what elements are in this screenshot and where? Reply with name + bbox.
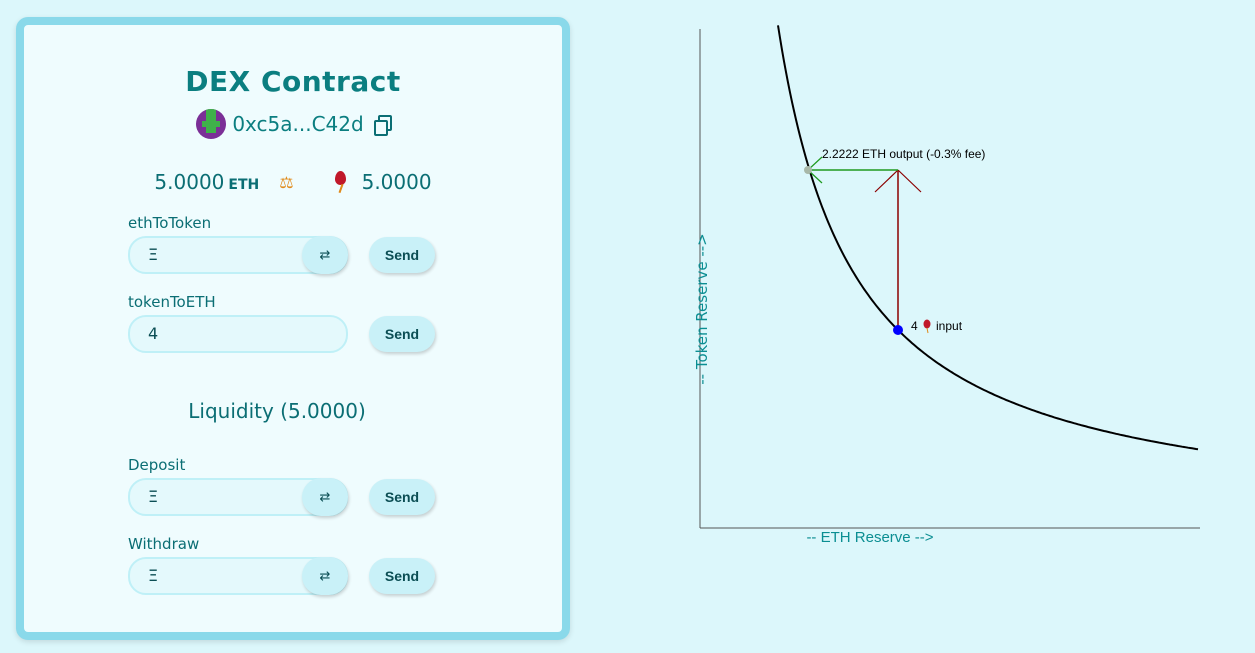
avatar: [196, 109, 227, 139]
eth-balance: 5.0000 ETH: [154, 170, 259, 194]
swap-icon: ⇄: [319, 247, 331, 263]
eth-to-token-value: Ξ: [148, 245, 159, 264]
page-title: DEX Contract: [185, 65, 401, 98]
scale-icon: ⚖: [279, 172, 294, 192]
x-axis-label: -- ETH Reserve -->: [806, 529, 933, 546]
deposit-send-button[interactable]: Send: [369, 479, 435, 515]
balloon-icon: [923, 319, 931, 334]
balloon-icon: [334, 171, 348, 194]
withdraw-swap-button[interactable]: ⇄: [302, 557, 348, 595]
withdraw-input[interactable]: Ξ ⇄: [128, 557, 348, 595]
liquidity-title: Liquidity (5.0000): [188, 399, 366, 423]
input-arrow-head-right: [897, 169, 922, 193]
deposit-swap-button[interactable]: ⇄: [302, 478, 348, 516]
bonding-curve: [777, 25, 1199, 451]
deposit-input[interactable]: Ξ ⇄: [128, 478, 348, 516]
input-amount-label: 4: [911, 319, 918, 333]
eth-to-token-send-button[interactable]: Send: [369, 237, 435, 273]
current-reserve-point: [893, 325, 903, 335]
token-balance-value: 5.0000: [361, 170, 432, 194]
eth-to-token-input[interactable]: Ξ ⇄: [128, 236, 348, 274]
swap-icon: ⇄: [319, 568, 331, 584]
deposit-value: Ξ: [148, 487, 159, 506]
eth-to-token-swap-button[interactable]: ⇄: [302, 236, 348, 274]
swap-icon: ⇄: [319, 489, 331, 505]
token-to-eth-value: 4: [148, 324, 159, 343]
withdraw-send-button[interactable]: Send: [369, 558, 435, 594]
balances-row: 5.0000 ETH ⚖ 5.0000: [24, 170, 562, 194]
output-point: [804, 166, 812, 174]
token-to-eth-input[interactable]: 4: [128, 315, 348, 353]
token-to-eth-label: tokenToETH: [128, 293, 216, 311]
input-suffix-label: input: [936, 319, 963, 333]
eth-unit: ETH: [228, 177, 260, 193]
token-to-eth-send-button[interactable]: Send: [369, 316, 435, 352]
eth-balance-value: 5.0000: [154, 170, 225, 194]
output-label: 2.2222 ETH output (-0.3% fee): [822, 147, 985, 161]
contract-address[interactable]: 0xc5a...C42d: [232, 112, 364, 136]
withdraw-label: Withdraw: [128, 535, 200, 553]
eth-to-token-label: ethToToken: [128, 214, 212, 232]
deposit-label: Deposit: [128, 456, 186, 474]
reserve-curve-chart: 2.2222 ETH output (-0.3% fee) 4 input --…: [699, 25, 1200, 546]
dex-contract-card: DEX Contract 0xc5a...C42d 5.0000 ETH ⚖ 5.…: [16, 17, 570, 640]
input-arrow-head-left: [874, 169, 899, 193]
y-axis-label: -- Token Reserve -->: [693, 233, 711, 385]
withdraw-value: Ξ: [148, 566, 159, 585]
y-axis-label-wrap: -- Token Reserve -->: [672, 200, 712, 420]
copy-icon[interactable]: [373, 115, 392, 136]
address-row: 0xc5a...C42d: [24, 109, 562, 139]
